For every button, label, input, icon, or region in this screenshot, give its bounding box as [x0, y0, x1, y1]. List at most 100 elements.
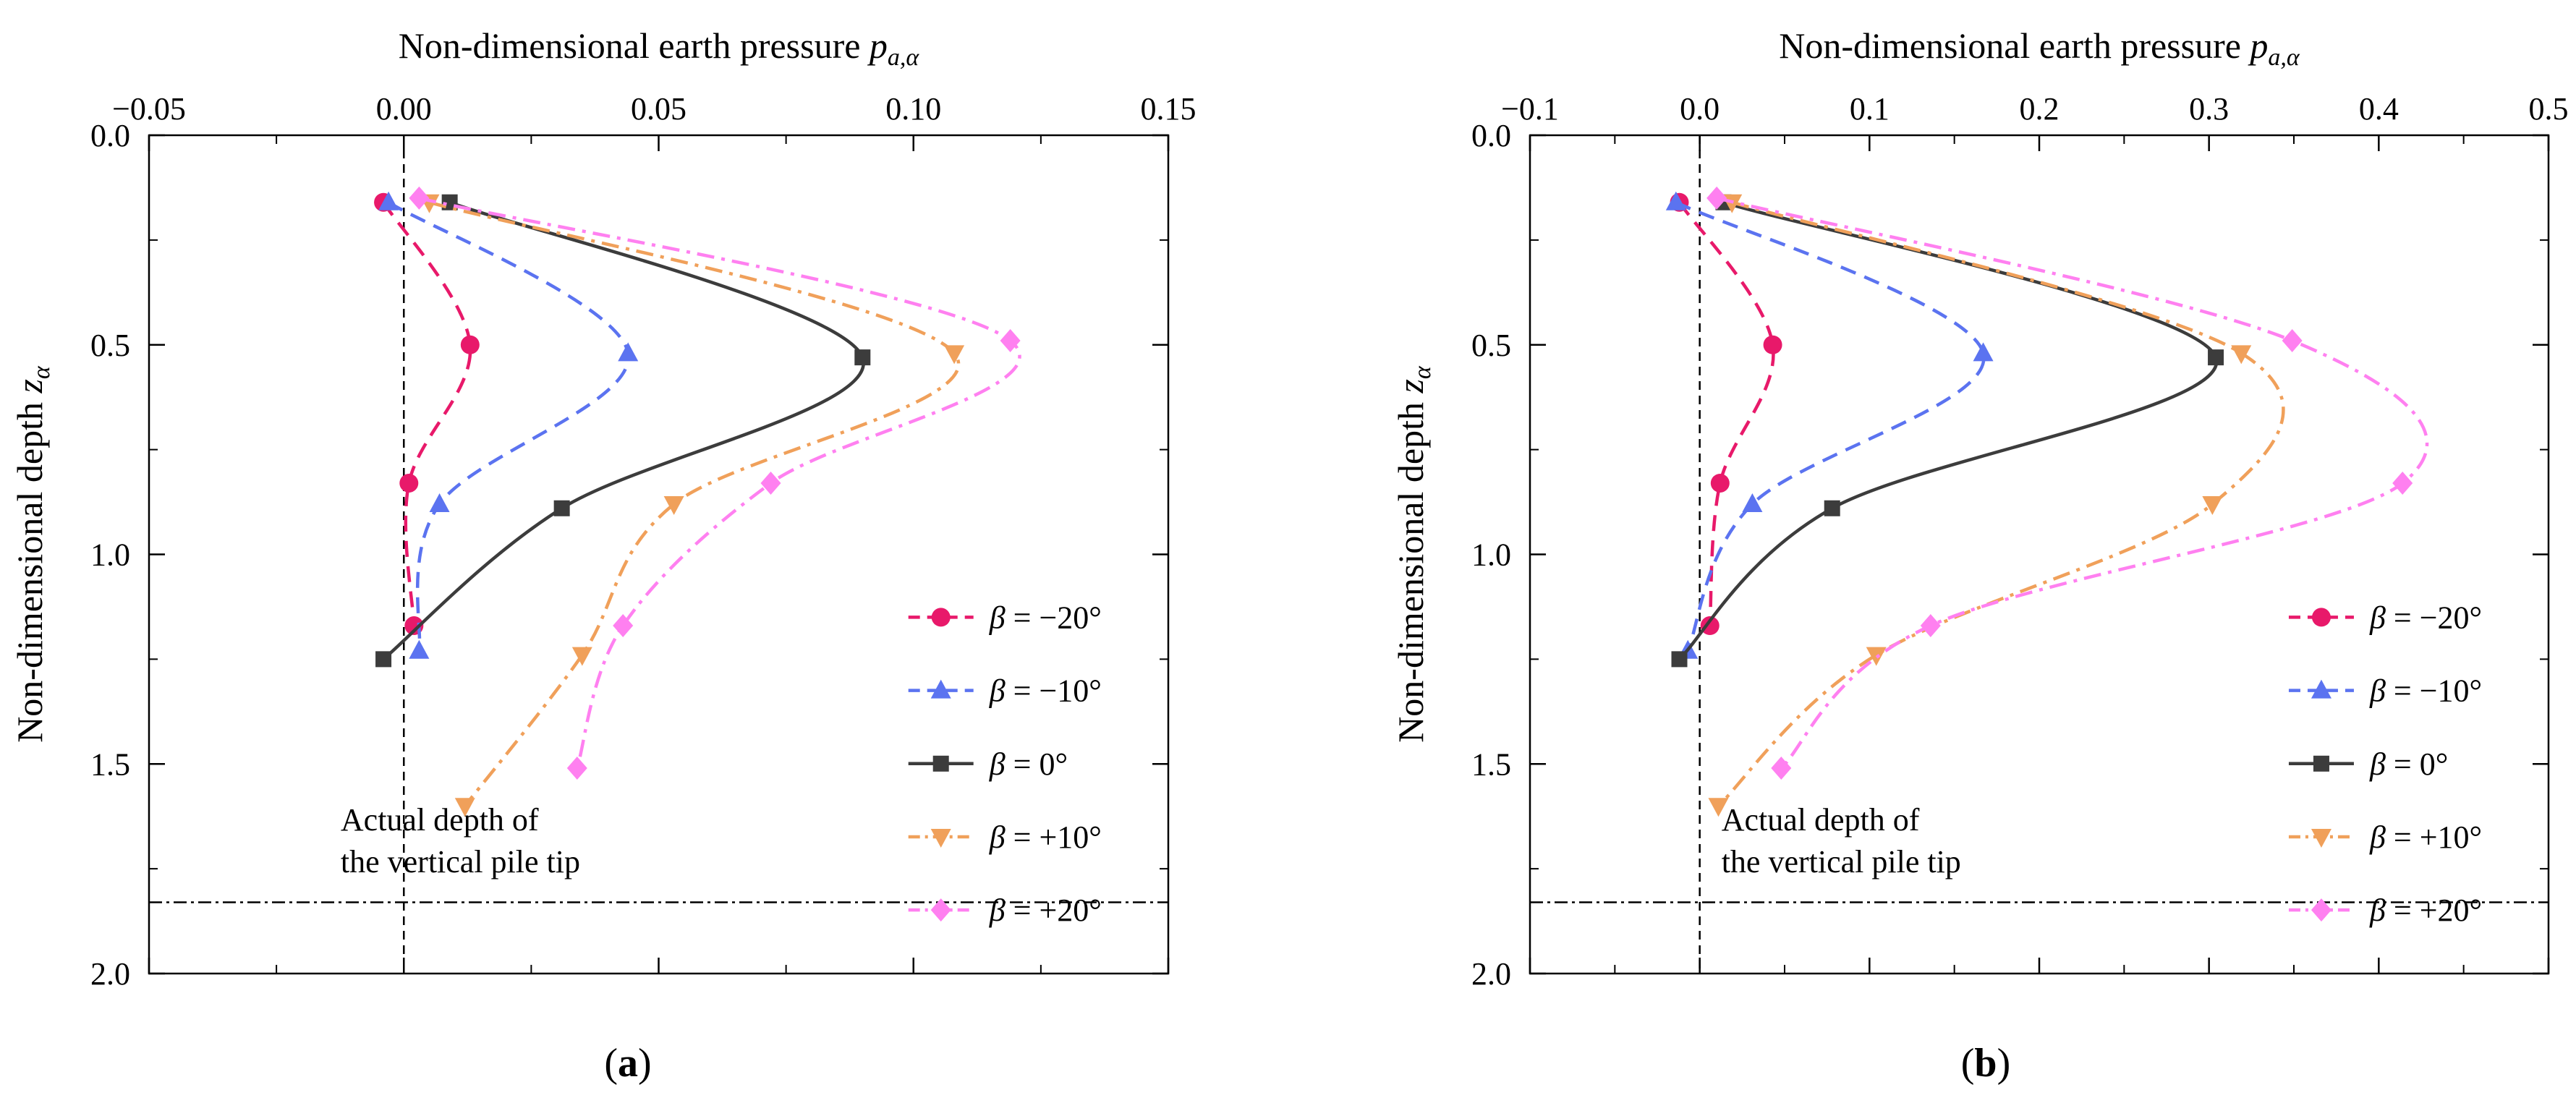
legend-marker [2311, 828, 2331, 848]
series-line [1717, 200, 2285, 807]
data-point [1708, 798, 1729, 817]
legend-item-4: β = +20° [908, 893, 1102, 928]
data-point [1710, 473, 1730, 493]
legend-item-1: β = −10° [2288, 673, 2482, 709]
legend-marker [2311, 898, 2331, 922]
x-tick-label: 0.1 [1850, 91, 1890, 127]
series-line [382, 201, 472, 626]
series-4 [1706, 186, 2429, 780]
data-point [2208, 349, 2224, 366]
data-point [375, 651, 392, 668]
x-axis-title: Non-dimensional earth pressure pa,α [1779, 25, 2300, 71]
data-point [1973, 342, 1994, 362]
x-tick-label: 0.5 [2529, 91, 2569, 127]
legend-marker [932, 755, 949, 772]
data-point [944, 345, 965, 365]
series-1 [1665, 191, 1994, 659]
data-point [760, 471, 781, 495]
x-tick-label: −0.05 [112, 91, 186, 127]
legend-item-3: β = +10° [908, 819, 1102, 855]
legend-label: β = −20° [2369, 600, 2482, 635]
y-tick-label: 2.0 [90, 956, 130, 992]
x-tick-label: 0.05 [631, 91, 686, 127]
legend-label: β = 0° [989, 746, 1068, 782]
chart-panel-b: −0.1 0.0 0.1 0.2 0.3 0.4 0.50.00.51.01.52.0Non… [1390, 25, 2569, 1086]
data-point [399, 473, 419, 493]
legend-marker [930, 679, 951, 699]
data-point [2282, 328, 2303, 352]
data-point [409, 639, 430, 659]
x-axis-title: Non-dimensional earth pressure pa,α [399, 25, 920, 71]
data-point [2392, 471, 2413, 495]
legend-label: β = +20° [2369, 893, 2482, 928]
x-tick-label: 0.2 [2020, 91, 2059, 127]
legend-marker [930, 898, 951, 922]
panel-label: (a) [604, 1041, 651, 1086]
y-tick-label: 0.0 [90, 118, 130, 153]
x-tick-label: 0.3 [2189, 91, 2229, 127]
data-point [2202, 495, 2223, 515]
legend-label: β = −20° [989, 600, 1102, 635]
legend-label: β = −10° [989, 673, 1102, 709]
series-line [382, 200, 865, 661]
y-tick-label: 2.0 [1471, 956, 1511, 992]
data-point [566, 757, 587, 780]
y-tick-label: 1.0 [90, 537, 130, 573]
data-point [1700, 616, 1720, 636]
data-point [1671, 651, 1688, 668]
x-tick-label: 0.00 [376, 91, 432, 127]
annotation-line-2: the vertical pile tip [341, 844, 580, 880]
series-line [1716, 196, 2429, 770]
series-1 [378, 191, 639, 659]
series-2 [375, 194, 871, 668]
legend: β = −20° β = −10° β = 0° β = +10° β = +20° [2288, 600, 2482, 928]
data-point [854, 349, 871, 366]
series-2 [1671, 194, 2224, 668]
data-point [460, 335, 480, 354]
y-tick-label: 0.5 [1471, 328, 1511, 363]
data-point [613, 614, 634, 638]
panel-label: (b) [1961, 1041, 2010, 1086]
series-line [387, 200, 630, 652]
data-point [663, 495, 684, 515]
data-point [1771, 757, 1792, 780]
series-line [1678, 200, 2219, 660]
data-point [1920, 614, 1941, 638]
legend-label: β = +10° [2369, 819, 2482, 855]
data-point [553, 500, 570, 516]
series-0 [374, 192, 480, 636]
y-tick-label: 1.0 [1471, 537, 1511, 573]
data-point [1000, 328, 1021, 352]
data-point [1824, 500, 1840, 516]
x-tick-label: 0.15 [1141, 91, 1196, 127]
data-point [2231, 345, 2252, 365]
legend-label: β = +10° [989, 819, 1102, 855]
x-tick-label: 0.4 [2359, 91, 2399, 127]
legend-item-0: β = −20° [908, 600, 1102, 635]
annotation-line-1: Actual depth of [341, 802, 539, 838]
legend-item-3: β = +10° [2288, 819, 2482, 855]
series-line [1675, 200, 1986, 652]
series-line [1678, 201, 1775, 626]
legend-marker [931, 608, 951, 627]
y-axis-title: Non-dimensional depth zα [1390, 365, 1436, 743]
y-tick-label: 1.5 [90, 746, 130, 782]
legend-item-4: β = +20° [2288, 893, 2482, 928]
y-tick-label: 1.5 [1471, 746, 1511, 782]
legend-label: β = 0° [2369, 746, 2448, 782]
data-point [1742, 493, 1763, 512]
series-0 [1670, 192, 1782, 636]
legend-label: β = +20° [989, 893, 1102, 928]
data-point [378, 191, 399, 210]
y-tick-label: 0.0 [1471, 118, 1511, 153]
data-point [1665, 191, 1686, 210]
data-point [409, 186, 430, 210]
legend-marker [2313, 755, 2329, 772]
y-axis-title: Non-dimensional depth zα [9, 365, 55, 743]
data-point [429, 493, 450, 512]
data-point [454, 798, 475, 817]
data-point [1763, 335, 1782, 354]
legend-marker [2311, 679, 2331, 699]
legend-item-2: β = 0° [2288, 746, 2448, 782]
